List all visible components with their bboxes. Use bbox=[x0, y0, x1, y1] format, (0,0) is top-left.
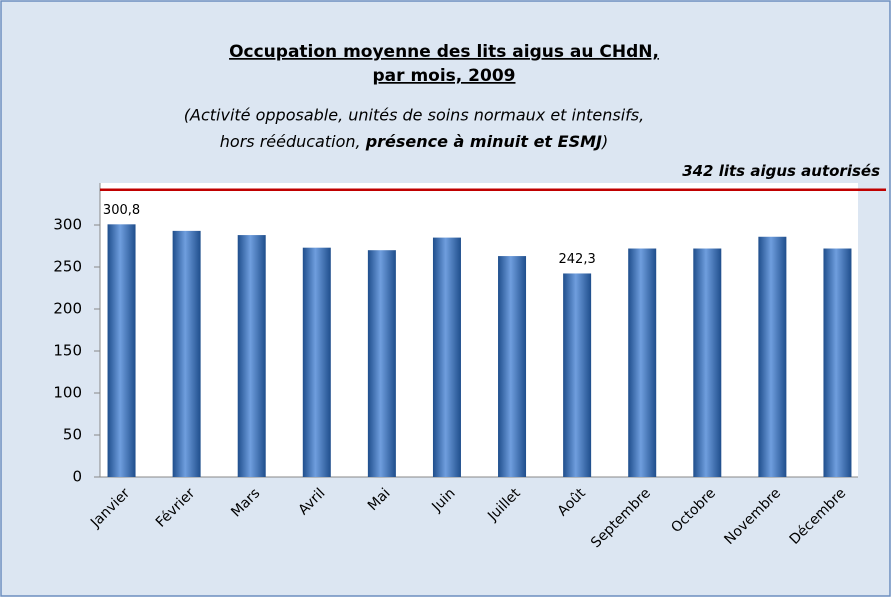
y-tick-label: 250 bbox=[53, 258, 82, 276]
chart-subtitle: (Activité opposable, unités de soins nor… bbox=[184, 106, 644, 125]
bar bbox=[628, 248, 657, 477]
y-tick-label: 100 bbox=[53, 384, 82, 402]
plot-area bbox=[100, 183, 858, 477]
subtitle-part: hors rééducation, bbox=[220, 132, 366, 151]
reference-label: 342 lits aigus autorisés bbox=[682, 162, 880, 180]
bar bbox=[367, 250, 396, 477]
bar bbox=[693, 248, 722, 477]
y-tick-label: 300 bbox=[53, 216, 82, 234]
chart-subtitle: hors rééducation, présence à minuit et E… bbox=[220, 132, 608, 151]
chart-title: par mois, 2009 bbox=[373, 66, 516, 86]
bar bbox=[432, 237, 461, 477]
value-label: 242,3 bbox=[559, 252, 596, 267]
y-tick-label: 0 bbox=[72, 468, 82, 486]
bar bbox=[498, 256, 527, 477]
chart-title: Occupation moyenne des lits aigus au CHd… bbox=[229, 42, 659, 62]
subtitle-part: présence à minuit et ESMJ bbox=[365, 132, 602, 151]
bar bbox=[823, 248, 852, 477]
bar bbox=[563, 273, 592, 477]
bar bbox=[107, 224, 136, 477]
bar bbox=[302, 247, 331, 477]
y-tick-label: 150 bbox=[53, 342, 82, 360]
y-tick-label: 200 bbox=[53, 300, 82, 318]
bar bbox=[237, 235, 266, 477]
bar bbox=[172, 230, 201, 477]
subtitle-part: ) bbox=[601, 132, 608, 151]
bar bbox=[758, 236, 787, 477]
y-tick-label: 50 bbox=[63, 426, 82, 444]
value-label: 300,8 bbox=[103, 203, 140, 218]
